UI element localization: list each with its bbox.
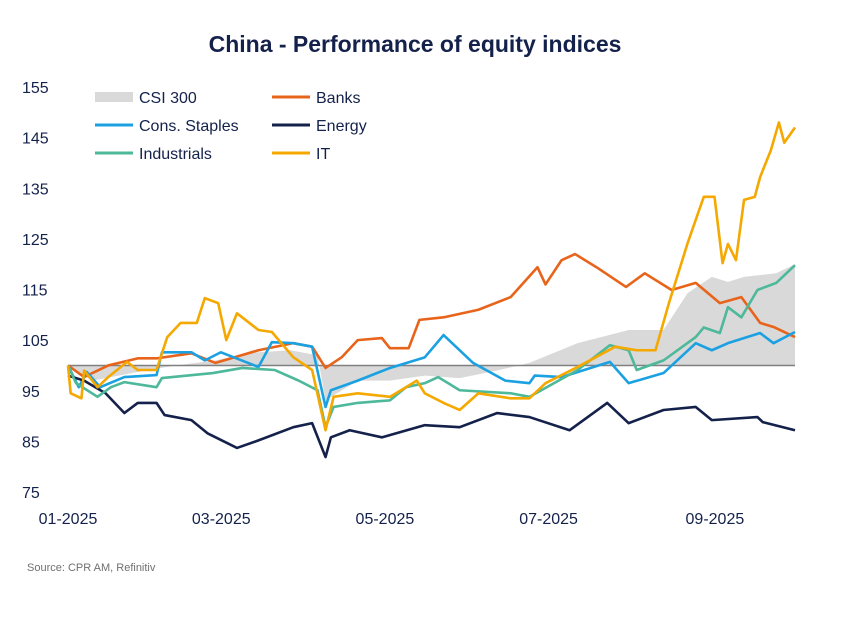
legend-label-industrials: Industrials [139,146,212,163]
legend-label-it: IT [316,146,330,163]
legend-label-banks: Banks [316,90,360,107]
y-axis: 155 145 135 125 115 105 95 85 75 [22,80,49,502]
y-tick-label: 115 [22,283,48,300]
x-tick-label: 05-2025 [356,511,415,528]
legend-label-energy: Energy [316,118,367,135]
x-tick-label: 03-2025 [192,511,251,528]
y-tick-label: 85 [22,434,40,451]
legend-swatch-csi-300 [95,92,133,102]
series-line-energy [67,374,796,459]
x-tick-label: 07-2025 [519,511,578,528]
series-line-industrials [66,264,796,429]
chart-title: China - Performance of equity indices [209,31,622,57]
series-area-csi-300 [68,264,795,401]
legend-label-cons-staples: Cons. Staples [139,118,239,135]
legend: CSI 300 Banks Cons. Staples Energy Industria… [95,90,367,163]
y-tick-label: 75 [22,485,40,502]
x-axis: 01-2025 03-2025 05-2025 07-2025 09-2025 [39,511,745,528]
series-line-it [66,121,797,432]
source-note: Source: CPR AM, Refinitiv [27,562,156,574]
x-tick-label: 09-2025 [686,511,745,528]
y-tick-label: 105 [22,333,49,350]
y-tick-label: 135 [22,181,49,198]
y-tick-label: 145 [22,131,49,148]
series-layer [66,121,797,459]
legend-label-csi-300: CSI 300 [139,90,197,107]
area-layer [68,264,795,401]
y-tick-label: 155 [22,80,49,97]
y-tick-label: 125 [22,232,49,249]
y-tick-label: 95 [22,384,40,401]
x-tick-label: 01-2025 [39,511,98,528]
